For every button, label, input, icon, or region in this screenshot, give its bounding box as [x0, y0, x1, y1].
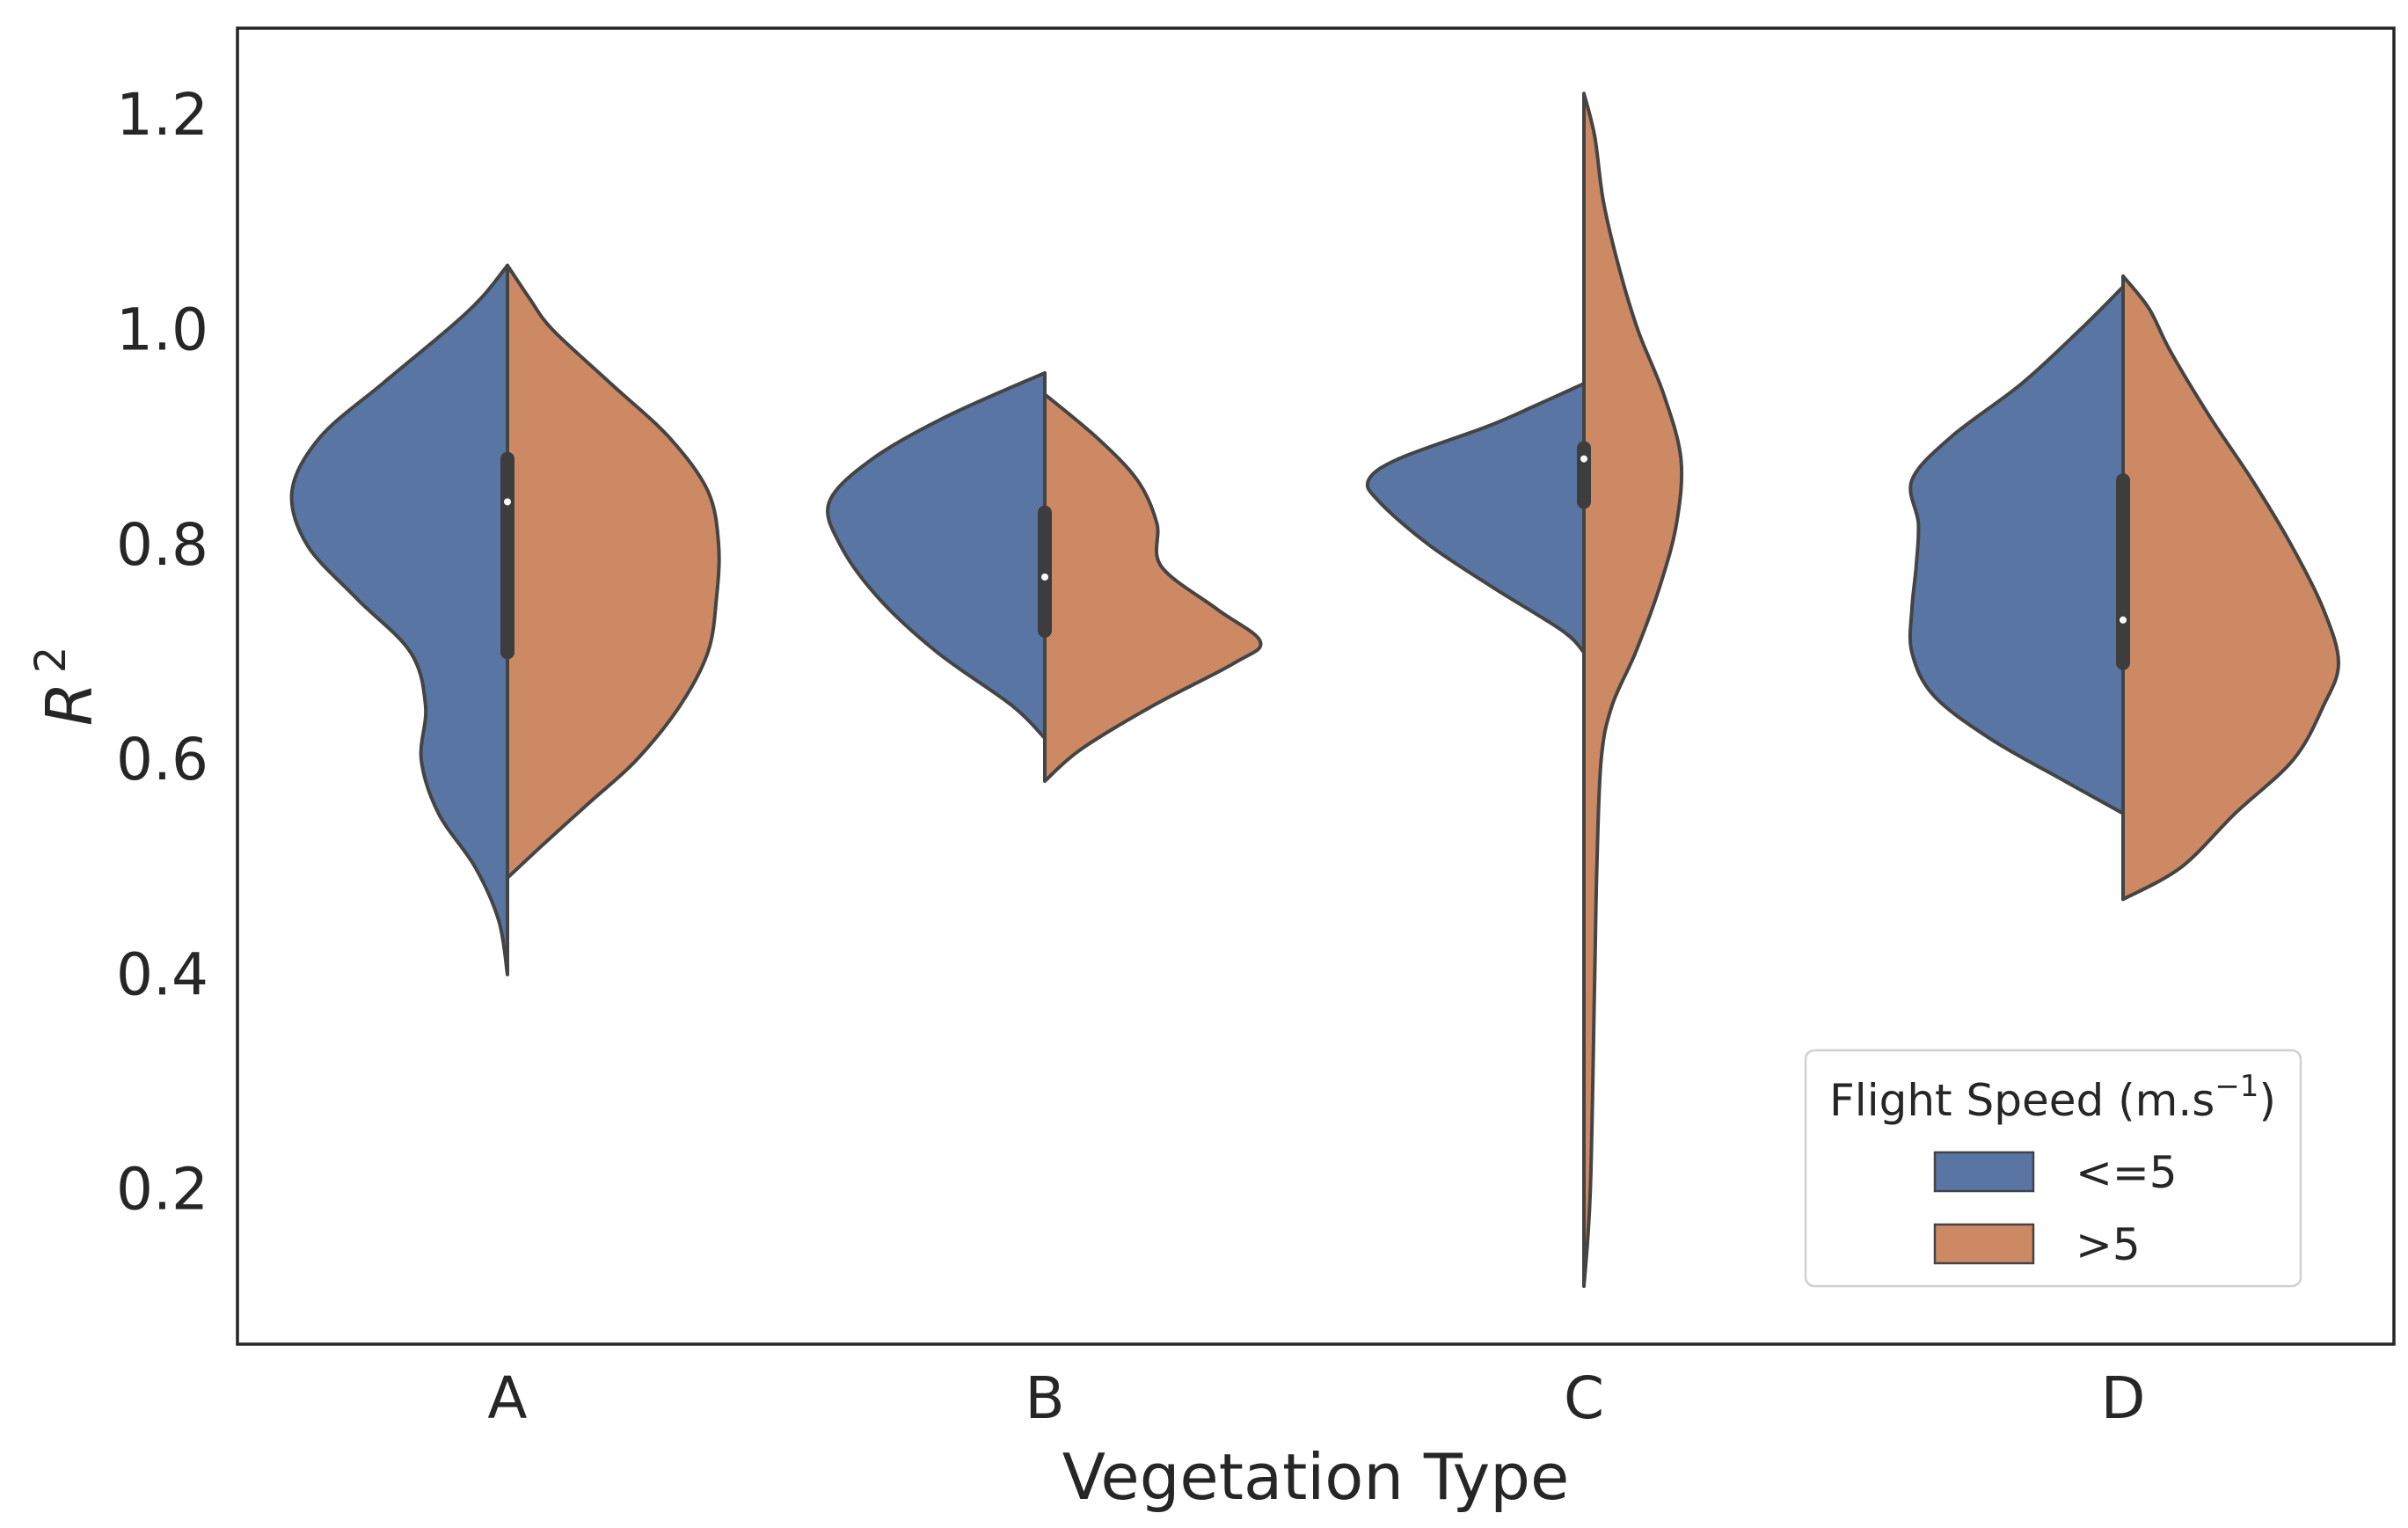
legend-label-high-speed: >5	[2076, 1219, 2141, 1270]
y-tick-label: 1.0	[116, 296, 208, 364]
violin-B-high-speed	[1043, 392, 1263, 783]
y-tick-label: 0.4	[116, 940, 208, 1008]
plot-area	[289, 91, 2340, 1289]
legend-label-low-speed: <=5	[2076, 1147, 2178, 1198]
legend-title: Flight Speed (m.s−1)	[1829, 1069, 2276, 1126]
y-tick-label: 0.6	[116, 726, 208, 793]
x-tick-label-C: C	[1564, 1364, 1604, 1432]
violin-A-low-speed	[289, 263, 509, 976]
y-tick-label: 0.2	[116, 1156, 208, 1224]
legend-title-suffix: )	[2258, 1075, 2276, 1126]
x-tick-label-B: B	[1025, 1364, 1064, 1432]
median-dot-C	[1580, 455, 1587, 463]
violin-C-low-speed	[1365, 382, 1586, 654]
x-axis-title: Vegetation Type	[1062, 1440, 1570, 1514]
y-axis-title-superscript: 2	[26, 647, 76, 674]
violin-B-low-speed	[826, 370, 1047, 741]
median-dot-D	[2120, 616, 2127, 624]
x-tick-label-A: A	[487, 1364, 527, 1432]
x-tick-label-D: D	[2101, 1364, 2146, 1432]
legend-swatch-high-speed	[1933, 1223, 2035, 1265]
violin-D-low-speed	[1908, 285, 2125, 815]
violin-A-high-speed	[506, 263, 721, 880]
legend-title-text: Flight Speed (m.s	[1829, 1075, 2215, 1126]
legend-box	[1804, 1049, 2302, 1288]
y-tick-label: 0.8	[116, 511, 208, 579]
legend-swatch-low-speed	[1933, 1151, 2035, 1193]
y-tick-label: 1.2	[116, 81, 208, 149]
legend: Flight Speed (m.s−1) <=5 >5	[1804, 1049, 2302, 1288]
plot-frame	[236, 26, 2396, 1346]
median-dot-A	[504, 498, 511, 506]
axes: 0.2 0.4 0.6 0.8 1.0 1.2 A B C D Vegetation Type R2	[26, 26, 2396, 1514]
violin-D-high-speed	[2121, 274, 2340, 902]
legend-title-superscript: −1	[2215, 1069, 2258, 1104]
violin-C-high-speed	[1582, 91, 1684, 1289]
y-axis-title: R2	[26, 647, 106, 727]
median-dot-B	[1041, 573, 1048, 581]
